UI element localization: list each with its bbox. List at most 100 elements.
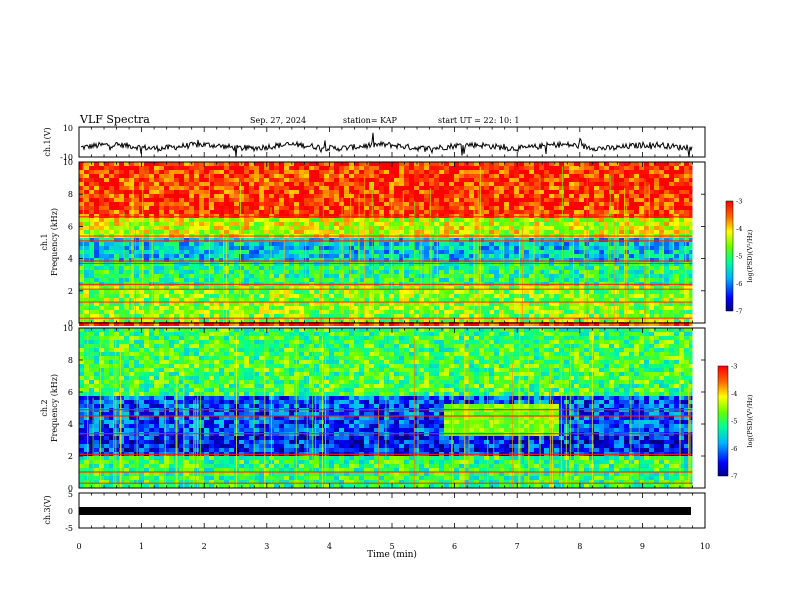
ch1-spectrogram-cell [649,210,654,214]
ch1-spectrogram-cell [479,194,484,198]
ch1-spectrogram-cell [154,230,159,234]
ch1-spectrogram-cell [164,302,169,306]
ch1-spectrogram-cell [79,174,84,178]
ch1-spectrogram-cell [134,314,139,318]
ch1-spectrogram-cell [569,250,574,254]
ch1-spectrogram-cell [499,210,504,214]
ch1-spectrogram-cell [654,218,659,222]
ch1-spectrogram-cell [199,318,204,322]
ch1-spectrogram-cell [109,314,114,318]
ch1-spectrogram-cell [679,194,684,198]
ch1-spectrogram-cell [669,270,674,274]
ch1-spectrogram-cell [149,290,154,294]
ch1-spectrogram-cell [344,306,349,310]
ch1-spectrogram-cell [139,222,144,226]
ch1-spectrogram-cell [264,298,269,302]
ch1-spectrogram-cell [499,170,504,174]
ch1-spectrogram-cell [314,310,319,314]
ch1-spectrogram-cell [204,310,209,314]
ch1-spectrogram-cell [209,238,214,242]
ch1-spectrogram-cell [644,178,649,182]
ch1-spectrogram-cell [304,274,309,278]
ch1-spectrogram-cell [199,250,204,254]
ch1-spectrogram-cell [489,226,494,230]
ch1-spectrogram-cell [154,246,159,250]
ch1-spectrogram-cell [599,294,604,298]
ch1-spectrogram-cell [494,162,499,166]
ch1-spectrogram-cell [219,250,224,254]
ch1-spectrogram-cell [564,294,569,298]
ch1-spectrogram-cell [399,214,404,218]
ch1-spectrogram-cell [184,230,189,234]
ch1-spectrogram-cell [554,258,559,262]
ch1-spectrogram-cell [479,166,484,170]
ch1-spectrogram-cell [504,250,509,254]
ch1-spectrogram-cell [259,298,264,302]
ch1-spectrogram-cell [84,166,89,170]
ch1-spectrogram-cell [379,166,384,170]
ch1-spectrogram-cell [339,290,344,294]
ch1-spectrogram-cell [189,258,194,262]
ch1-spectrogram-cell [89,258,94,262]
ch1-spectrogram-cell [329,178,334,182]
ch1-spectrogram-cell [439,226,444,230]
ch1-spectrogram-cell [244,166,249,170]
ch1-spectrogram-cell [444,310,449,314]
ch1-spectrogram-cell [294,206,299,210]
ch1-spectrogram-cell [544,290,549,294]
ch1-spectrogram-cell [454,194,459,198]
ch1-spectrogram-cell [659,230,664,234]
ch1-spectrogram-cell [619,242,624,246]
ch1-spectrogram-cell [229,258,234,262]
ch1-spectrogram-cell [159,286,164,290]
ch1-spectrogram-cell [309,174,314,178]
ch1-spectrogram-cell [534,218,539,222]
ch1-spectrogram-cell [359,170,364,174]
ch1-spectrogram-cell [174,318,179,322]
ch1-spectrogram-cell [609,182,614,186]
ch1-spectrogram-cell [494,286,499,290]
ch1-spectrogram-cell [114,266,119,270]
ch1-spectrogram-cell [614,198,619,202]
ch1-spectrogram-cell [394,226,399,230]
ch1-spectrogram-cell [124,218,129,222]
ch1-spectrogram-cell [114,290,119,294]
ch1-spectrogram-cell [194,174,199,178]
ch1-spectrogram-cell [259,310,264,314]
ch1-spectrogram-cell [379,318,384,322]
ch1-spectrogram-cell [314,190,319,194]
ch1-spectrogram-cell [504,302,509,306]
ch1-spectrogram-cell [474,242,479,246]
ch1-spectrogram-cell [454,186,459,190]
ch1-spectrogram-cell [104,202,109,206]
ch1-spectrogram-cell [114,250,119,254]
ch1-spectrogram-cell [554,202,559,206]
ch1-spectrogram-cell [204,322,209,326]
ch1-spectrogram-cell [169,214,174,218]
ch1-spectrogram-cell [329,242,334,246]
ch1-spectrogram-cell [284,238,289,242]
ch1-spectrogram-cell [509,170,514,174]
ch1-spectrogram-cell [444,170,449,174]
ch1-spectrogram-cell [104,222,109,226]
ch1-spectrogram-cell [254,274,259,278]
ch1-spectrogram-cell [314,314,319,318]
ch1-spectrogram-cell [204,214,209,218]
ch1-spectrogram-cell [209,306,214,310]
ch1-spectrogram-cell [329,162,334,166]
ch1-spectrogram-cell [549,210,554,214]
ch1-spectrogram-cell [399,230,404,234]
ch1-spectrogram-cell [364,174,369,178]
ch1-spectrogram-cell [389,162,394,166]
ch1-spectrogram-cell [589,318,594,322]
ch1-spectrogram-cell [404,194,409,198]
ch1-spectrogram-cell [629,174,634,178]
ch1-spectrogram-cell [644,230,649,234]
ch1-spectrogram-cell [559,242,564,246]
ch1-spectrogram-cell [414,270,419,274]
ch1-spectrogram-cell [359,290,364,294]
ch1-spectrogram-cell [219,254,224,258]
ch1-spectrogram-cell [109,286,114,290]
ch1-spectrogram-cell [414,274,419,278]
ch1-spectrogram-cell [394,170,399,174]
